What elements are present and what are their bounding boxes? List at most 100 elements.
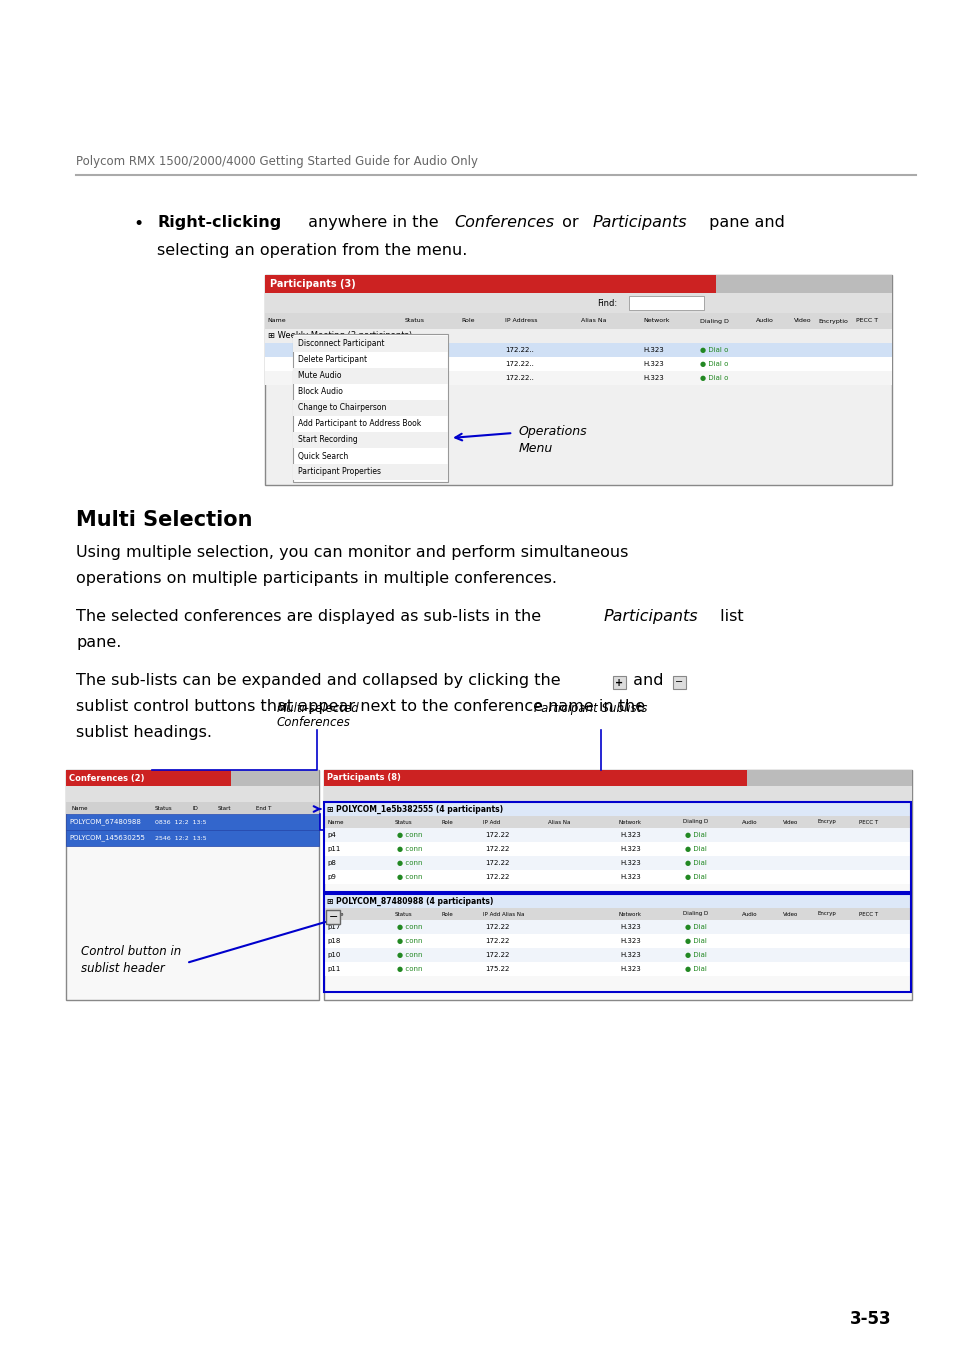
Text: H.323: H.323: [619, 832, 640, 838]
Text: 175.22: 175.22: [484, 967, 509, 972]
Text: Name: Name: [327, 819, 343, 825]
Text: H.323: H.323: [619, 873, 640, 880]
Text: Disconnect Participant: Disconnect Participant: [298, 339, 384, 348]
Text: 172.22..: 172.22..: [505, 347, 534, 352]
Text: Name: Name: [71, 806, 88, 810]
Text: Name: Name: [267, 319, 286, 324]
Text: ⊞ POLYCOM_87480988 (4 participants): ⊞ POLYCOM_87480988 (4 participants): [327, 896, 494, 906]
Text: Status: Status: [395, 819, 412, 825]
Text: Operations
Menu: Operations Menu: [517, 425, 586, 455]
Text: End T: End T: [255, 806, 272, 810]
Text: H.323: H.323: [619, 846, 640, 852]
Text: Video: Video: [781, 819, 798, 825]
Text: 172.22: 172.22: [484, 952, 509, 958]
Text: ⊞ Weekly Meeting (3 participants): ⊞ Weekly Meeting (3 participants): [268, 332, 412, 340]
Text: ● Dial: ● Dial: [684, 846, 706, 852]
Text: Encryptio: Encryptio: [818, 319, 848, 324]
Text: Role: Role: [441, 819, 453, 825]
Text: p10: p10: [327, 952, 340, 958]
Bar: [324, 802, 910, 815]
Bar: [326, 910, 340, 923]
Text: ● conn: ● conn: [396, 846, 422, 852]
Bar: [324, 934, 910, 948]
Text: ● Dial o: ● Dial o: [699, 360, 727, 367]
Text: p18: p18: [327, 938, 340, 944]
Text: POLYCOM_145630255: POLYCOM_145630255: [70, 834, 145, 841]
Text: ● conn: ● conn: [396, 873, 422, 880]
Text: PECC T: PECC T: [856, 319, 878, 324]
Text: Using multiple selection, you can monitor and perform simultaneous: Using multiple selection, you can monito…: [76, 545, 628, 560]
Text: IP Address: IP Address: [505, 319, 537, 324]
Text: Alias Na: Alias Na: [547, 819, 570, 825]
Text: 172.22: 172.22: [484, 873, 509, 880]
Bar: [293, 336, 448, 352]
Bar: [324, 894, 910, 992]
Bar: [324, 919, 910, 934]
Text: p11: p11: [327, 846, 340, 852]
Text: ● Dial: ● Dial: [684, 938, 706, 944]
Bar: [293, 400, 448, 416]
Text: IP Add Alias Na: IP Add Alias Na: [482, 911, 524, 917]
Text: Video: Video: [781, 911, 798, 917]
Text: Network: Network: [642, 319, 669, 324]
Text: Add Participant to Address Book: Add Participant to Address Book: [298, 420, 421, 428]
Text: 2546  12:2  13:5: 2546 12:2 13:5: [154, 836, 206, 841]
Bar: [747, 769, 911, 786]
Bar: [324, 842, 910, 856]
Bar: [265, 313, 891, 329]
Text: Delete Participant: Delete Participant: [298, 355, 367, 364]
Text: The selected conferences are displayed as sub-lists in the: The selected conferences are displayed a…: [76, 609, 546, 624]
Text: −: −: [675, 678, 682, 687]
Text: Status: Status: [154, 806, 172, 810]
Text: pane.: pane.: [76, 634, 122, 649]
Text: p9: p9: [327, 873, 335, 880]
Text: Change to Chairperson: Change to Chairperson: [298, 404, 386, 413]
Bar: [293, 464, 448, 481]
Text: Polycom RMX 1500/2000/4000 Getting Started Guide for Audio Only: Polycom RMX 1500/2000/4000 Getting Start…: [76, 155, 477, 167]
Bar: [265, 275, 891, 485]
Text: 172.22: 172.22: [484, 923, 509, 930]
Text: ● Dial: ● Dial: [684, 952, 706, 958]
Text: Block Audio: Block Audio: [298, 387, 343, 397]
Text: 172.22: 172.22: [484, 938, 509, 944]
Text: Status: Status: [405, 319, 425, 324]
Bar: [324, 963, 910, 976]
Text: ● Dial: ● Dial: [684, 923, 706, 930]
Text: Multi Selection: Multi Selection: [76, 510, 253, 531]
Text: Start: Start: [218, 806, 232, 810]
Text: PECC T: PECC T: [859, 911, 878, 917]
Text: The sub-lists can be expanded and collapsed by clicking the: The sub-lists can be expanded and collap…: [76, 674, 565, 688]
Text: Name: Name: [327, 911, 343, 917]
Text: Conferences: Conferences: [276, 716, 350, 729]
Text: Control button in
sublist header: Control button in sublist header: [81, 945, 181, 975]
Text: or: or: [557, 215, 583, 230]
Text: ● Dial o: ● Dial o: [699, 347, 727, 352]
Text: Alias Na: Alias Na: [580, 319, 605, 324]
Bar: [324, 948, 910, 963]
Bar: [293, 432, 448, 448]
Text: ● Dial: ● Dial: [684, 873, 706, 880]
Text: Role: Role: [461, 319, 475, 324]
Text: Right-clicking: Right-clicking: [157, 215, 281, 230]
Bar: [265, 371, 891, 385]
Text: 172.22: 172.22: [484, 832, 509, 838]
Text: Role: Role: [441, 911, 453, 917]
Text: H.323: H.323: [642, 375, 663, 381]
Text: Dialing D: Dialing D: [682, 819, 707, 825]
Text: ● Dial: ● Dial: [684, 832, 706, 838]
Text: •: •: [133, 215, 144, 234]
Text: Participant Properties: Participant Properties: [298, 467, 381, 477]
Text: p4: p4: [327, 832, 335, 838]
Text: Participants: Participants: [603, 609, 698, 624]
Bar: [324, 869, 910, 884]
Bar: [324, 786, 911, 802]
Bar: [67, 786, 319, 802]
Text: Encryp: Encryp: [817, 911, 836, 917]
Text: PECC T: PECC T: [859, 819, 878, 825]
Text: Start Recording: Start Recording: [298, 436, 357, 444]
Bar: [324, 856, 910, 869]
Text: Conferences (2): Conferences (2): [70, 774, 145, 783]
Text: sublist control buttons that appear next to the conference name in the: sublist control buttons that appear next…: [76, 699, 645, 714]
Text: ● conn: ● conn: [396, 967, 422, 972]
Text: anywhere in the: anywhere in the: [302, 215, 443, 230]
